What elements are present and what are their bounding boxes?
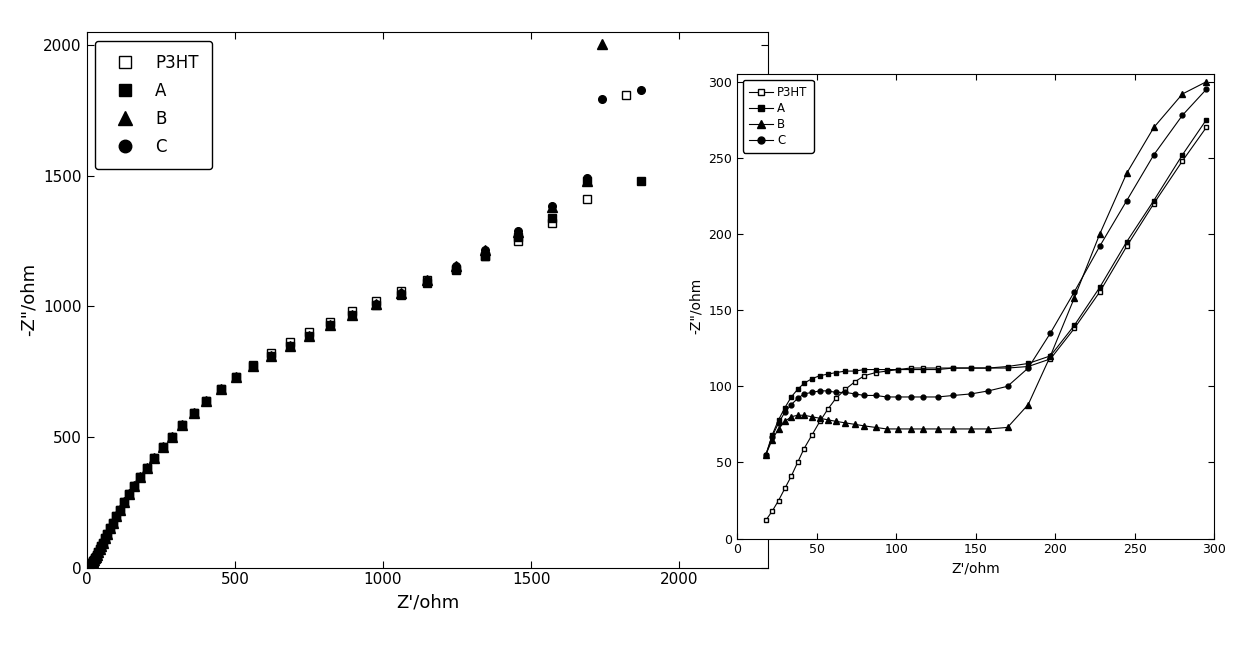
- Legend: P3HT, A, B, C: P3HT, A, B, C: [95, 41, 212, 169]
- Legend: P3HT, A, B, C: P3HT, A, B, C: [743, 80, 814, 153]
- X-axis label: Z'/ohm: Z'/ohm: [952, 562, 1000, 576]
- Y-axis label: -Z"/ohm: -Z"/ohm: [20, 263, 38, 337]
- Y-axis label: -Z"/ohm: -Z"/ohm: [689, 278, 703, 335]
- X-axis label: Z'/ohm: Z'/ohm: [395, 593, 460, 611]
